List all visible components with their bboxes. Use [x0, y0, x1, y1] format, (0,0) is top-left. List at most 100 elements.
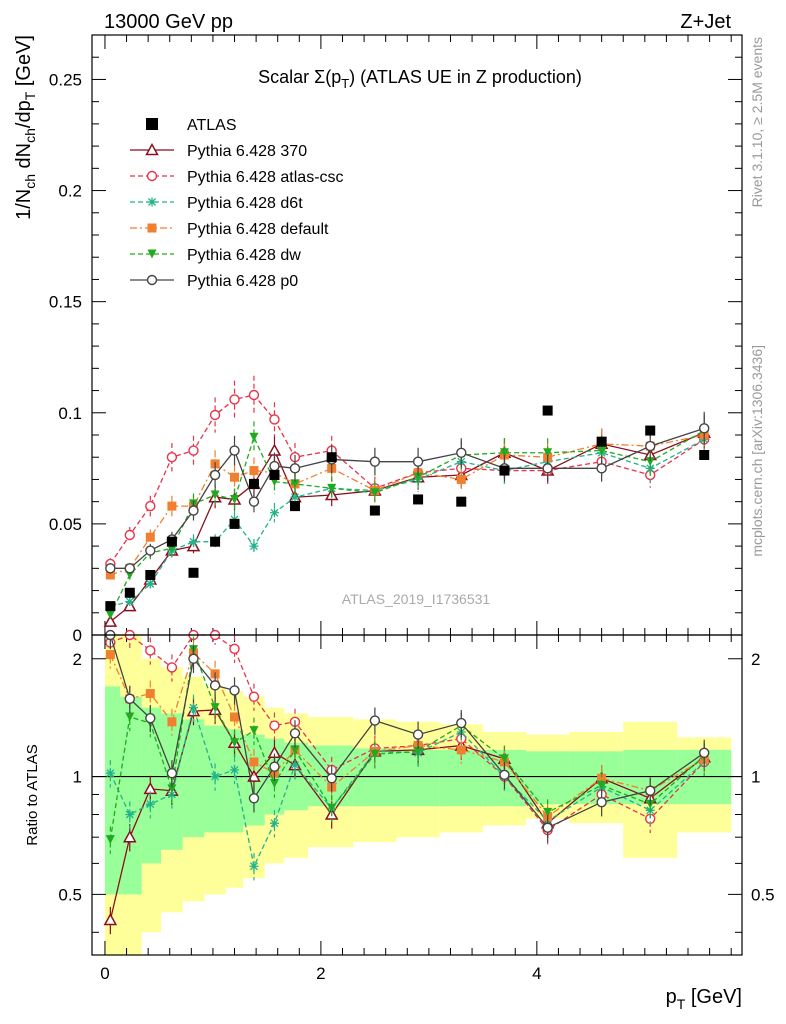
main-series-line — [110, 434, 705, 576]
ratio-data-point — [230, 712, 240, 722]
ratio-y-tick-label: 2 — [73, 650, 82, 669]
ratio-data-point — [249, 757, 259, 767]
ratio-y-tick-label: 0.5 — [751, 885, 775, 904]
legend-marker — [146, 274, 158, 286]
main-data-point — [230, 472, 240, 482]
legend-label: Pythia 6.428 atlas-csc — [187, 169, 344, 186]
ratio-data-point — [123, 830, 137, 843]
ratio-data-point — [456, 745, 466, 755]
main-series-line — [110, 438, 705, 607]
ratio-data-point — [248, 793, 260, 804]
main-data-point — [327, 483, 337, 493]
chart-series — [103, 375, 711, 935]
ratio-data-point — [103, 912, 118, 926]
main-data-point — [542, 463, 553, 474]
legend-label: Pythia 6.428 dw — [187, 247, 301, 264]
atlas-data-point — [499, 465, 510, 476]
main-data-point — [188, 445, 199, 456]
main-data-point — [145, 500, 156, 512]
main-data-point — [290, 479, 300, 489]
main-data-point — [103, 614, 118, 627]
ratio-data-point — [412, 729, 424, 740]
rivet-label: Rivet 3.1.10, ≥ 2.5M events — [749, 37, 765, 207]
atlas-data-point — [645, 425, 656, 436]
main-y-tick-label: 0.25 — [49, 70, 82, 89]
band-inner-segment — [182, 719, 205, 838]
main-data-point — [412, 456, 424, 467]
ratio-data-point — [145, 645, 156, 656]
ratio-data-point — [210, 772, 220, 782]
main-data-point — [229, 394, 240, 405]
ratio-data-point — [290, 760, 300, 770]
atlas-data-point — [229, 518, 240, 529]
ratio-data-point — [209, 680, 221, 691]
x-tick-label: 2 — [316, 964, 325, 983]
atlas-data-point — [413, 494, 424, 505]
main-data-point — [456, 474, 466, 484]
main-data-point — [188, 537, 198, 547]
legend-label: Pythia 6.428 d6t — [187, 195, 303, 212]
legend-marker — [146, 118, 158, 130]
ratio-data-point — [188, 653, 199, 664]
band-inner-segment — [104, 686, 121, 895]
ratio-data-point — [699, 747, 710, 759]
main-data-point — [699, 423, 710, 434]
legend-marker — [145, 142, 159, 156]
atlas-data-point — [166, 536, 177, 547]
main-series-line — [109, 394, 705, 565]
main-y-axis-label: 1/Nch dNch/dpT [GeV] — [13, 35, 38, 220]
main-data-point — [248, 496, 260, 507]
ratio-data-point — [269, 818, 279, 828]
ratio-data-point — [326, 773, 337, 784]
atlas-data-point — [105, 601, 116, 612]
ratio-data-point — [456, 717, 467, 729]
main-data-point — [645, 440, 656, 452]
main-y-tick-label: 0 — [73, 626, 82, 645]
ratio-data-point — [188, 703, 198, 713]
axes-ticks: 0 0.05 0.1 0.15 0.2 0.25 0 2 4 0.5 0.5 1 1 2 2 — [49, 34, 775, 983]
atlas-data-point — [248, 478, 259, 489]
main-data-point — [145, 579, 155, 589]
main-data-point — [210, 490, 220, 500]
watermark-label: ATLAS_2019_I1736531 — [342, 591, 491, 607]
ratio-y-tick-label: 1 — [73, 768, 82, 787]
chart-title: Scalar Σ(pT) (ATLAS UE in Z production) — [258, 67, 582, 91]
ratio-data-point — [210, 703, 220, 713]
ratio-data-point — [369, 715, 381, 726]
main-series-line — [110, 427, 705, 569]
ratio-y-tick-label: 0.5 — [58, 885, 82, 904]
main-data-point — [543, 448, 553, 458]
ratio-data-point — [124, 693, 135, 705]
ratio-data-point — [125, 809, 135, 819]
ratio-data-point — [145, 799, 155, 809]
ratio-y-tick-label: 1 — [751, 768, 760, 787]
main-data-point — [269, 414, 280, 425]
main-data-point — [209, 409, 221, 421]
atlas-data-point — [369, 505, 380, 516]
ratio-data-point — [499, 769, 510, 781]
energy-label: 13000 GeV pp — [104, 11, 233, 33]
chart-title-suffix: ) (ATLAS UE in Z production) — [349, 67, 582, 87]
main-data-point — [124, 563, 135, 574]
legend-marker — [147, 197, 157, 207]
x-tick-label: 4 — [532, 964, 541, 983]
ratio-y-tick-label: 2 — [751, 650, 760, 669]
legend-label: ATLAS — [187, 117, 237, 134]
legend-marker — [147, 249, 157, 259]
ratio-data-point — [105, 835, 115, 845]
main-data-point — [370, 488, 380, 498]
main-data-point — [167, 501, 177, 511]
legend: ATLAS Pythia 6.428 370 Pythia 6.428 atlas-… — [130, 117, 344, 290]
ratio-data-point — [596, 797, 607, 808]
ratio-data-point — [269, 779, 279, 789]
chart-title-sub: T — [341, 76, 349, 91]
main-data-point — [269, 460, 280, 472]
atlas-data-point — [210, 536, 221, 547]
panel-frames — [91, 34, 743, 956]
main-y-tick-label: 0.1 — [58, 404, 82, 423]
ratio-data-point — [166, 662, 178, 673]
legend-label: Pythia 6.428 default — [187, 221, 329, 238]
ratio-panel-frame — [91, 634, 743, 956]
main-y-tick-label: 0.2 — [58, 182, 82, 201]
legend-marker — [146, 170, 158, 182]
